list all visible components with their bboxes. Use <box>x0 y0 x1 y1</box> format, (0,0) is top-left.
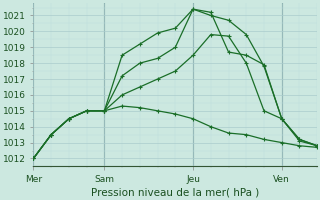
X-axis label: Pression niveau de la mer( hPa ): Pression niveau de la mer( hPa ) <box>91 187 260 197</box>
